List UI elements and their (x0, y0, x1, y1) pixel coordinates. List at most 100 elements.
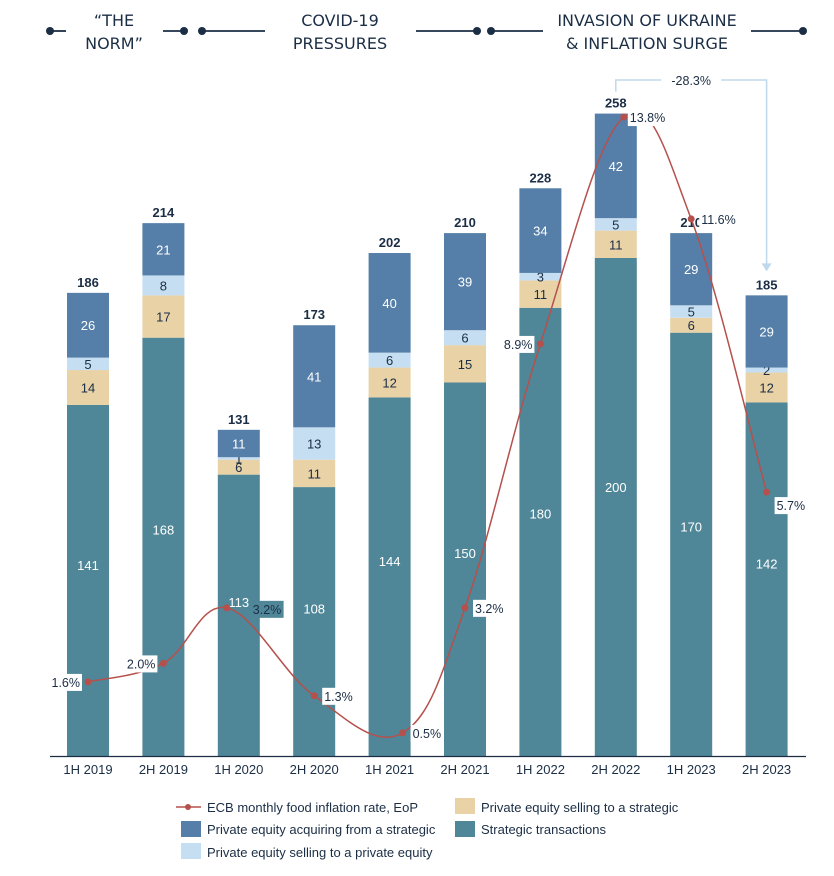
bar-segment-label: 41 (307, 369, 321, 384)
inflation-label-bg (322, 687, 355, 705)
bar-segment-pe-acquiring-strategic (67, 292, 109, 358)
bar-segment-label: 21 (156, 242, 170, 257)
x-tick-label: 2H 2022 (591, 762, 640, 777)
bar-segment-pe-acquiring-strategic (670, 233, 713, 306)
bar-segment-pe-selling-pe (293, 427, 336, 460)
phase-title-covid-line1: COVID-19 (301, 11, 379, 30)
bar-segment-pe-selling-pe (217, 457, 260, 460)
bar-segment-label: 8 (160, 278, 167, 293)
inflation-label: 1.3% (324, 690, 353, 704)
legend-label: Private equity acquiring from a strategi… (207, 822, 436, 837)
bar-segment-pe-acquiring-strategic (594, 113, 637, 219)
legend-item-strategic: Strategic transactions (455, 821, 607, 837)
inflation-label-bg (501, 335, 535, 353)
inflation-point (84, 678, 92, 686)
bar-segment-label: 5 (612, 217, 619, 232)
inflation-label: 11.6% (701, 213, 736, 227)
bar-segment-pe-selling-strategic (745, 372, 788, 403)
bar-total-label: 202 (379, 235, 401, 250)
bar-segment-pe-selling-strategic (67, 370, 109, 405)
bar-segment-pe-selling-strategic (444, 345, 486, 383)
legend-swatch (455, 821, 475, 837)
bar-segment-label: 142 (756, 557, 778, 572)
bar-segment-strategic (368, 397, 411, 756)
phase-dot (473, 27, 481, 35)
bar-segment-pe-acquiring-strategic (142, 223, 185, 276)
inflation-point (159, 659, 167, 667)
bar-segment-label: 5 (84, 357, 91, 372)
bar-total-label: 214 (153, 205, 175, 220)
bar-total-label: 173 (303, 307, 325, 322)
bar-segment-label: 11 (534, 287, 548, 302)
bar-segment-label: 2 (763, 363, 770, 378)
phase-title-ukraine-line1: INVASION OF UKRAINE (557, 11, 736, 30)
inflation-point (310, 692, 318, 700)
legend-item-inflation: ECB monthly food inflation rate, EoP (176, 800, 418, 815)
inflation-point (620, 113, 628, 121)
inflation-label-bg (124, 655, 158, 673)
bar-segment-label: 144 (379, 554, 401, 569)
inflation-label-bg (49, 673, 82, 691)
bar-stack: 170 65 29 210 (670, 215, 713, 756)
bar-segment-label: 113 (228, 595, 249, 610)
legend-swatch (455, 798, 475, 814)
bar-segment-strategic (519, 307, 562, 756)
legend-dot-swatch (185, 804, 191, 810)
inflation-point (687, 215, 695, 223)
bar-total-label: 185 (756, 277, 778, 292)
inflation-label: 0.5% (413, 727, 442, 741)
bar-segment-label: 26 (81, 318, 95, 333)
bar-segment-label: 11 (307, 466, 321, 481)
legend-swatch (181, 821, 201, 837)
annotation-arrowhead-icon (761, 263, 772, 272)
phase-dot (46, 27, 54, 35)
bars: 1411452618616817821214113611113110811134… (67, 96, 788, 756)
bar-segment-label: 6 (235, 460, 242, 475)
legend-item-pe-selling-strategic: Private equity selling to a strategic (455, 798, 679, 815)
bar-segment-label: 40 (382, 296, 396, 311)
inflation-label: 2.0% (127, 657, 156, 671)
bar-segment-label: 12 (382, 376, 396, 391)
bar-segment-pe-selling-pe (67, 357, 109, 371)
bar-segment-pe-selling-strategic (293, 459, 336, 488)
legend-item-pe-selling-pe: Private equity selling to a private equi… (181, 843, 433, 860)
bar-total-label: 186 (77, 275, 99, 290)
bar-segment-label: 29 (759, 324, 773, 339)
inflation-label: 1.6% (52, 676, 81, 690)
bar-segment-strategic (67, 404, 109, 756)
bar-segment-pe-selling-pe (444, 330, 486, 346)
bar-segment-label: 6 (688, 318, 695, 333)
inflation-point (399, 729, 407, 737)
legend-swatch (181, 843, 201, 859)
x-tick-label: 2H 2019 (139, 762, 188, 777)
x-tick-label: 2H 2020 (290, 762, 339, 777)
bar-stack: 144 12 6 40 202 (368, 235, 411, 756)
annotation-label: -28.3% (671, 74, 711, 88)
bar-segment-label: 5 (688, 305, 695, 320)
inflation-label: 13.8% (630, 111, 665, 125)
inflation-line (87, 111, 768, 738)
bar-segment-pe-selling-pe (670, 305, 713, 318)
inflation-label-bg (410, 724, 444, 742)
x-tick-label: 2H 2023 (742, 762, 791, 777)
bar-segment-pe-selling-pe (519, 272, 562, 281)
phase-title-ukraine-line2: & INFLATION SURGE (566, 34, 728, 53)
bar-segment-label: 1 (235, 451, 242, 466)
bar-segment-label: 15 (458, 357, 472, 372)
bar-segment-pe-selling-pe (368, 352, 411, 368)
annotation-label-bg (661, 71, 722, 89)
bar-stack: 141 14 5 26 186 (67, 275, 109, 756)
bar-segment-label: 170 (680, 520, 702, 535)
bar-stack: 180 11 3 34 228 (519, 170, 562, 756)
bar-segment-pe-selling-strategic (142, 295, 185, 338)
inflation-point (536, 340, 544, 348)
legend: ECB monthly food inflation rate, EoP Pri… (176, 798, 679, 860)
bar-segment-label: 141 (77, 558, 99, 573)
inflation-label-bg (699, 210, 740, 228)
bar-segment-pe-selling-strategic (670, 317, 713, 333)
inflation-label: 8.9% (504, 338, 533, 352)
bar-segment-pe-acquiring-strategic (217, 429, 260, 458)
bar-segment-label: 168 (153, 522, 175, 537)
inflation-line-layer: 1.6% 2.0% 3.2% 1.3% 0.5% 3.2% 8.9% 13.8% 11.6% 5.… (49, 109, 808, 742)
x-axis-ticks: 1H 2019 2H 2019 1H 2020 2H 2020 1H 2021 2H 20… (63, 762, 791, 777)
